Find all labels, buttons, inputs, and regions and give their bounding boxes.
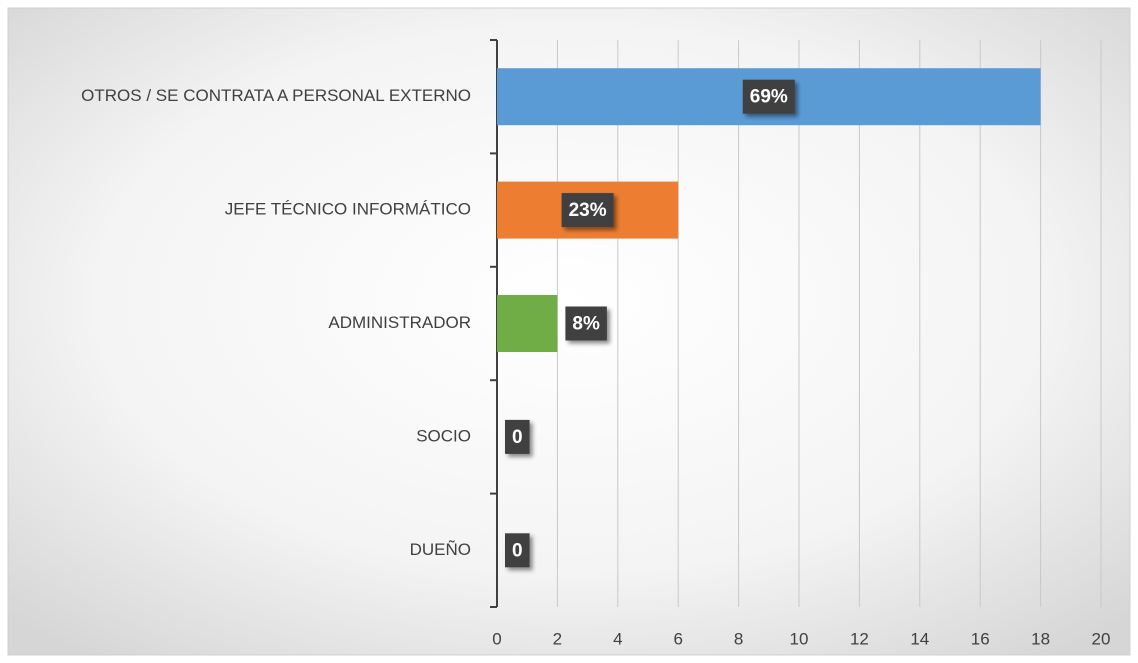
x-tick-label: 18	[1031, 629, 1050, 648]
data-label-box	[505, 533, 530, 568]
x-tick-label: 10	[790, 629, 809, 648]
y-tick-label: OTROS / SE CONTRATA A PERSONAL EXTERNO	[81, 86, 471, 105]
data-label: 69%	[750, 87, 788, 108]
y-tick-label: ADMINISTRADOR	[328, 313, 471, 332]
x-tick-label: 16	[971, 629, 990, 648]
x-tick-label: 2	[553, 629, 562, 648]
data-label: 8%	[572, 314, 600, 335]
data-label-box	[565, 306, 607, 341]
data-label: 0	[512, 540, 523, 561]
x-tick-label: 12	[850, 629, 869, 648]
x-tick-label: 0	[492, 629, 501, 648]
data-label: 0	[512, 427, 523, 448]
x-tick-label: 8	[734, 629, 743, 648]
data-label-box	[561, 193, 614, 228]
x-tick-label: 4	[613, 629, 622, 648]
data-label-box	[505, 419, 530, 454]
y-tick-label: JEFE TÉCNICO INFORMÁTICO	[225, 200, 471, 219]
data-label-box	[742, 79, 795, 114]
y-tick-label: SOCIO	[416, 426, 471, 445]
x-tick-label: 20	[1092, 629, 1111, 648]
x-tick-label: 14	[910, 629, 929, 648]
bar	[497, 295, 558, 352]
data-label: 23%	[569, 200, 607, 221]
x-tick-label: 6	[673, 629, 682, 648]
y-tick-label: DUEÑO	[410, 540, 471, 559]
